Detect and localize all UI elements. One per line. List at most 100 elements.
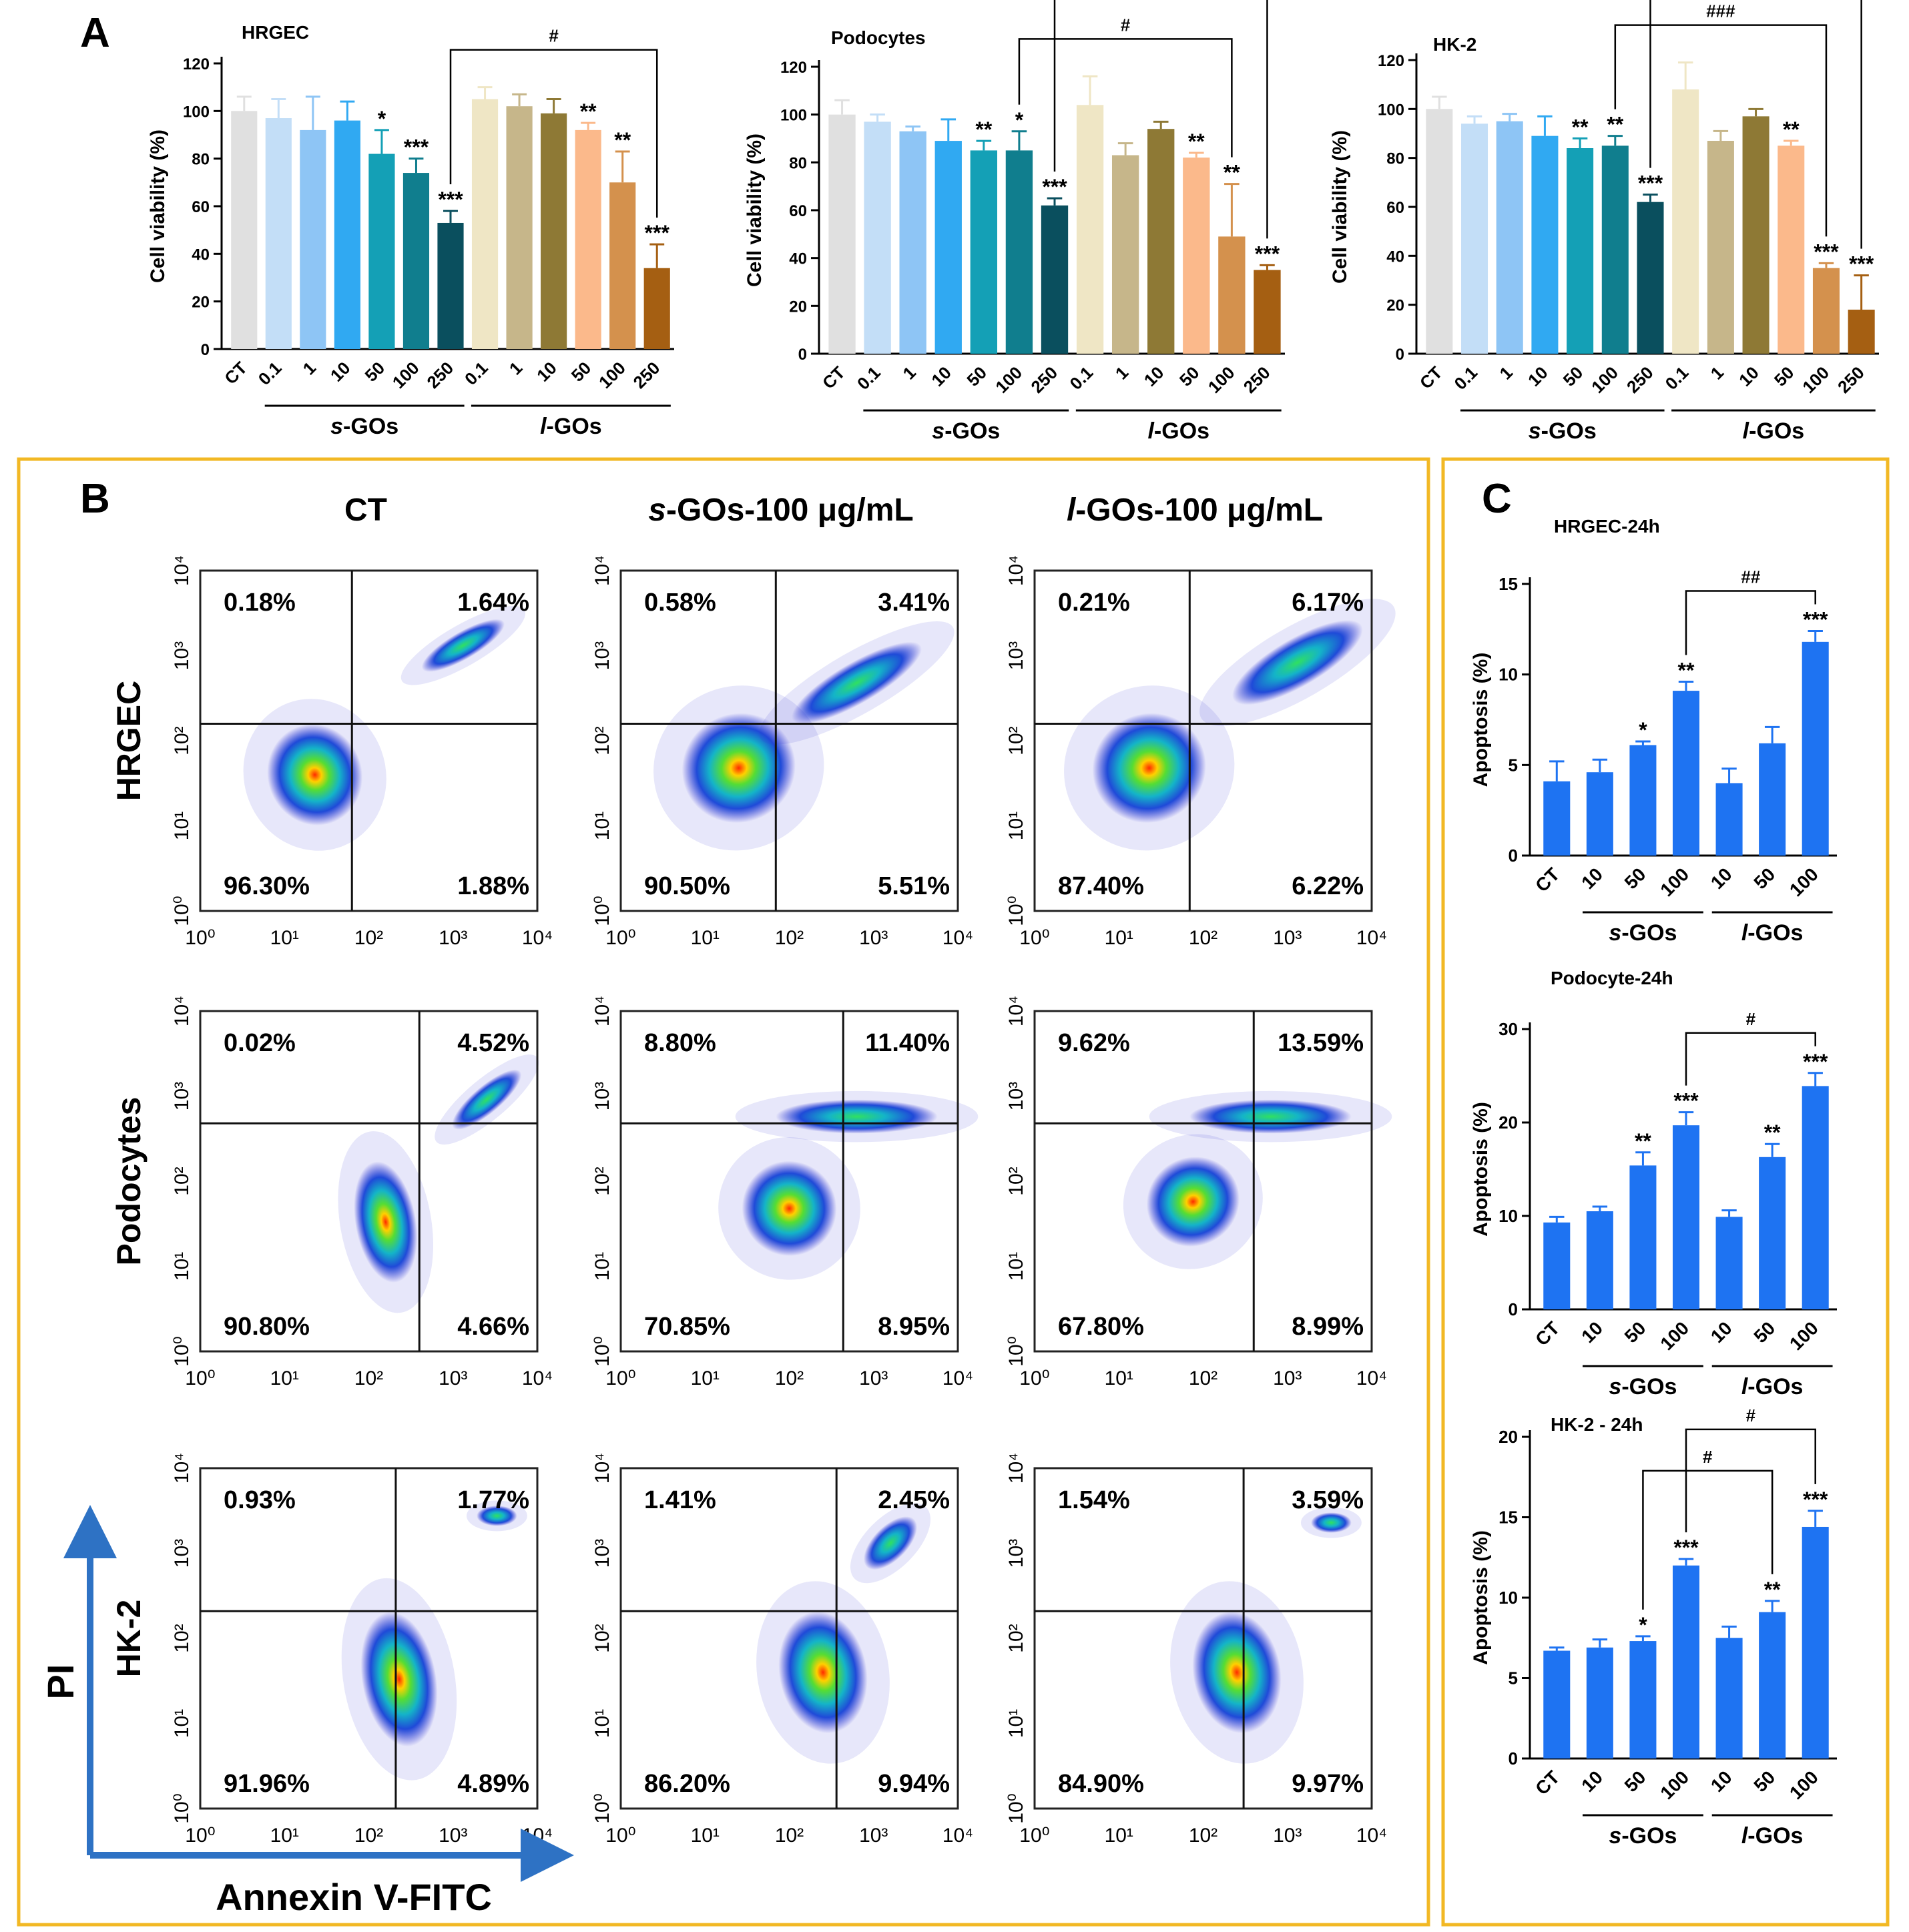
row-label: Podocytes [110, 1097, 148, 1266]
bar [300, 129, 326, 349]
x-tick-label: 10⁴ [522, 927, 553, 949]
bar [1812, 268, 1840, 354]
column-header: s-GOs-100 μg/mL [648, 493, 913, 528]
y-tick-label: 0 [1509, 846, 1518, 866]
bar [1802, 641, 1829, 856]
y-tick-label: 10² [171, 726, 193, 755]
y-tick-label: 10² [591, 1167, 613, 1195]
category-label: 50 [1621, 1317, 1650, 1347]
chart-title: HRGEC-24h [1554, 516, 1660, 537]
bar [1005, 150, 1033, 354]
category-label: 100 [1204, 362, 1239, 397]
quadrant-ur: 11.40% [865, 1029, 950, 1057]
x-tick-label: 10¹ [691, 1825, 720, 1847]
quadrant-ur: 4.52% [457, 1029, 529, 1057]
panel-letter-b: B [80, 476, 110, 522]
bar [1543, 1650, 1571, 1758]
quadrant-ll: 67.80% [1058, 1313, 1144, 1341]
x-tick-label: 10¹ [270, 927, 299, 949]
chart-c-podocyte: Podocyte-24h 0 10 20 30 Apoptosis (%) CT 10 ** 50… [1470, 968, 1837, 1399]
group-label: s-GOs [1529, 418, 1597, 444]
bracket-label: # [549, 26, 559, 46]
event-density [354, 1161, 418, 1283]
category-label: 1 [1496, 362, 1517, 383]
quadrant-ll: 84.90% [1058, 1770, 1144, 1798]
quadrant-lr: 6.22% [1292, 872, 1364, 900]
x-tick-label: 10³ [1273, 927, 1302, 949]
bar [1802, 1086, 1829, 1309]
quadrant-ll: 86.20% [644, 1770, 730, 1798]
significance-bracket [449, 49, 658, 218]
category-label: 50 [1621, 1766, 1650, 1796]
x-tick-label: 10⁰ [1019, 1367, 1049, 1389]
event-density [742, 1161, 837, 1257]
quadrant-ur: 1.77% [457, 1486, 529, 1514]
group-label: s-GOs [1609, 1823, 1677, 1849]
y-axis-label: Cell viability (%) [744, 133, 766, 287]
y-tick-label: 10⁰ [171, 1336, 193, 1366]
bar [265, 118, 292, 350]
y-tick-label: 15 [1498, 1508, 1518, 1528]
category-label: 10 [1707, 1766, 1736, 1796]
bracket-label: # [1746, 1405, 1756, 1425]
x-tick-label: 10⁴ [942, 927, 973, 949]
significance-stars: ** [975, 117, 992, 141]
significance-stars: * [1015, 108, 1024, 132]
x-tick-label: 10² [775, 927, 804, 949]
bar [970, 150, 998, 354]
y-tick-label: 10⁰ [1005, 1793, 1027, 1823]
category-label: 50 [1175, 362, 1203, 390]
bar [1567, 148, 1594, 354]
group-label: s-GOs [932, 418, 1000, 444]
x-tick-label: 10² [354, 1825, 383, 1847]
y-tick-label: 10 [1498, 1588, 1518, 1608]
y-tick-label: 0 [1509, 1748, 1518, 1768]
y-tick-label: 10¹ [171, 1709, 193, 1738]
event-density [1192, 1611, 1282, 1734]
quadrant-ur: 6.17% [1292, 589, 1364, 617]
bracket-label: # [1121, 15, 1131, 35]
bar [1496, 121, 1523, 354]
chart-title: HRGEC [242, 22, 309, 43]
bar [1759, 743, 1786, 856]
y-tick-label: 0 [201, 341, 210, 359]
y-tick-label: 20 [1498, 1112, 1518, 1133]
x-tick-label: 10⁰ [605, 1367, 635, 1389]
bar [1041, 205, 1069, 354]
category-label: 50 [1559, 362, 1587, 390]
category-label: 250 [423, 358, 457, 392]
significance-stars: *** [404, 135, 429, 159]
chart-c-hk2: HK-2 - 24h 0 5 10 15 20 Apoptosis (%) CT 10 * 50 **… [1470, 1405, 1837, 1849]
chart-a-podocytes: Podocytes 0 20 40 60 80 100 120 Cell viability (… [744, 0, 1285, 444]
category-label: 100 [1786, 1766, 1822, 1803]
bar [1715, 1217, 1743, 1309]
y-tick-label: 10¹ [171, 812, 193, 840]
plot-frame [199, 1467, 539, 1810]
bar [1802, 1526, 1829, 1758]
x-tick-label: 10¹ [1105, 1825, 1133, 1847]
x-tick-label: 10² [775, 1367, 804, 1389]
event-density [1311, 1512, 1352, 1533]
quadrant-ll: 70.85% [644, 1313, 730, 1341]
event-density [452, 1069, 522, 1130]
significance-stars: *** [1042, 175, 1067, 199]
y-tick-label: 0 [1509, 1299, 1518, 1319]
y-tick-label: 10³ [171, 1082, 193, 1110]
panel-letter-c: C [1482, 476, 1512, 522]
significance-bracket [1018, 38, 1233, 157]
category-label: 50 [1749, 1317, 1779, 1347]
significance-bracket [1685, 1428, 1816, 1533]
significance-stars: *** [1814, 240, 1839, 264]
bar [1848, 310, 1875, 354]
bracket-label: ### [1706, 1, 1735, 21]
event-density [360, 1612, 438, 1747]
event-density [267, 724, 363, 826]
y-axis-label: Apoptosis (%) [1470, 653, 1492, 787]
y-tick-label: 10 [1498, 665, 1518, 685]
plot-frame [199, 1010, 539, 1353]
significance-stars: ** [1188, 129, 1205, 153]
significance-stars: ** [1572, 115, 1589, 139]
category-label: 100 [595, 358, 629, 392]
